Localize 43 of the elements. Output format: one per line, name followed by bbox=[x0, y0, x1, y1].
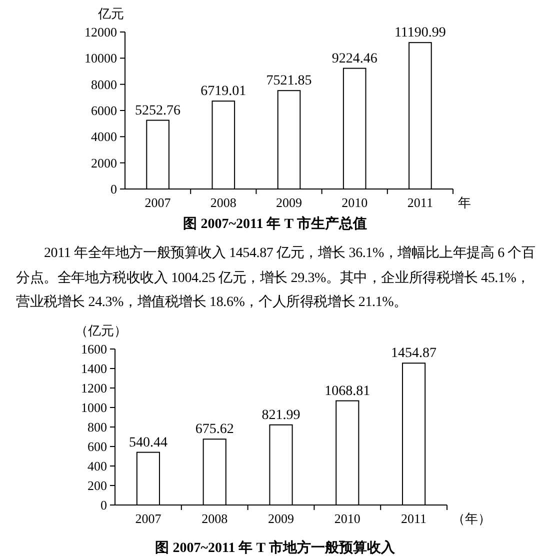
data-label: 11190.99 bbox=[394, 26, 446, 41]
y-tick-label: 1000 bbox=[81, 400, 107, 416]
data-label: 540.44 bbox=[128, 435, 168, 450]
data-label: 1068.81 bbox=[324, 384, 370, 399]
text: 图 2007~2011 年 T 市地方一般预算收入 bbox=[155, 539, 396, 556]
data-label: 9224.46 bbox=[332, 51, 378, 66]
y-tick-label: 1200 bbox=[81, 380, 107, 396]
y-tick-label: 1400 bbox=[81, 361, 107, 376]
x-axis-title: （年） bbox=[452, 511, 491, 526]
y-tick-label: 400 bbox=[88, 458, 107, 474]
data-label: 7521.85 bbox=[266, 74, 312, 89]
x-tick-label: 2009 bbox=[276, 195, 302, 210]
x-tick-label: 2008 bbox=[210, 195, 236, 210]
y-tick-label: 0 bbox=[110, 182, 117, 197]
y-tick-label: 800 bbox=[88, 420, 107, 435]
y-tick-label: 10000 bbox=[84, 50, 117, 66]
x-tick-label: 2007 bbox=[144, 195, 172, 210]
y-tick-label: 8000 bbox=[91, 76, 117, 92]
x-tick-label: 2011 bbox=[407, 195, 433, 210]
x-tick-label: 2009 bbox=[268, 511, 294, 526]
y-axis-title: 亿元 bbox=[97, 6, 124, 21]
y-tick-label: 0 bbox=[100, 498, 107, 513]
text: 图 2007~2011 年 T 市生产总值 bbox=[183, 215, 367, 232]
x-tick-label: 2010 bbox=[342, 195, 368, 210]
y-tick-label: 2000 bbox=[91, 155, 117, 170]
data-label: 1454.87 bbox=[391, 346, 437, 362]
text: 2011 年全年地方一般预算收入 1454.87 亿元，增长 36.1%，增幅比上年提高 6 个百分点。全年地方税收收入 1004.25 亿元，增长 29.3%。其中，企业所得税增长 45.1%，营业税增长 24.3%，增值税增长 18.6%，个人所得税增长 21.1%。 bbox=[16, 244, 536, 312]
y-axis-title: （亿元） bbox=[75, 323, 127, 338]
y-tick-label: 4000 bbox=[91, 129, 117, 144]
x-tick-label: 2010 bbox=[334, 511, 360, 526]
data-label: 5252.76 bbox=[135, 103, 181, 118]
y-tick-label: 6000 bbox=[91, 103, 117, 118]
data-label: 675.62 bbox=[195, 422, 234, 438]
y-tick-label: 12000 bbox=[84, 24, 117, 40]
data-label: 6719.01 bbox=[200, 84, 246, 100]
y-tick-label: 600 bbox=[88, 439, 107, 454]
x-tick-label: 2008 bbox=[202, 511, 228, 526]
x-tick-label: 2007 bbox=[135, 511, 162, 526]
x-axis-title: 年 bbox=[458, 195, 471, 210]
x-tick-label: 2011 bbox=[401, 511, 427, 526]
y-tick-label: 1600 bbox=[81, 342, 107, 357]
data-label: 821.99 bbox=[262, 408, 300, 423]
y-tick-label: 200 bbox=[88, 478, 107, 494]
